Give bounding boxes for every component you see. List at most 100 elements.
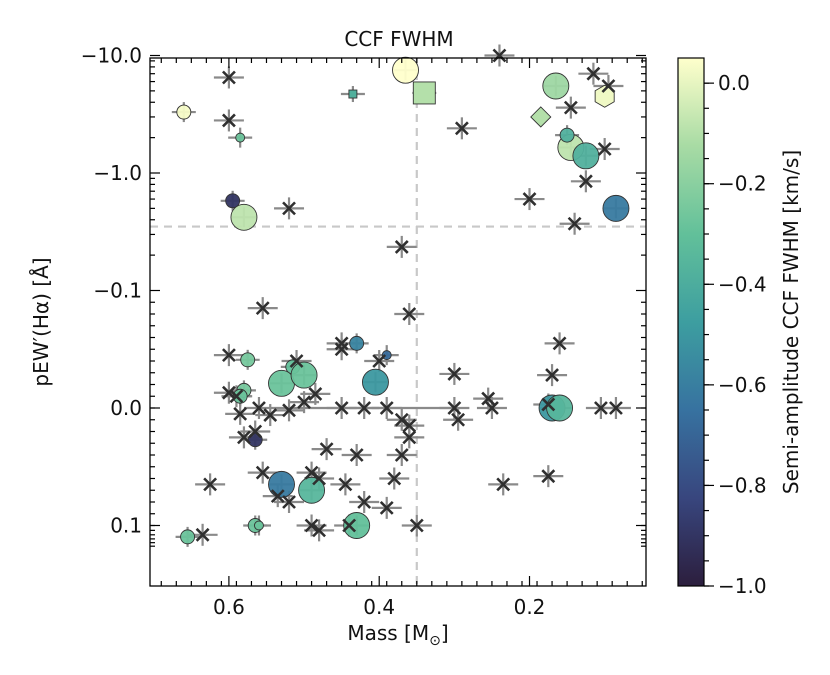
y-axis-label: pEW′(Hα) [Å]: [29, 257, 53, 386]
data-point-cross: [203, 477, 218, 492]
data-point-cross: [282, 201, 296, 216]
colorbar-label: Semi-amplitude CCF FWHM [km/s]: [779, 150, 803, 494]
x-axis-label: Mass [M⊙]: [347, 621, 448, 649]
data-point-circle: [225, 193, 241, 209]
y-tick-label: −10.0: [81, 44, 142, 68]
data-point-cross: [394, 239, 409, 254]
data-point-cross: [270, 489, 285, 504]
data-point-cross: [195, 527, 210, 542]
data-point-cross: [447, 401, 462, 415]
y-tick-label: −1.0: [93, 161, 142, 185]
data-point-cross: [312, 471, 327, 486]
data-point-cross: [447, 367, 462, 381]
data-point-cross: [229, 389, 244, 404]
data-point-cross: [402, 307, 417, 321]
data-point-cross: [304, 518, 319, 533]
data-markers: [176, 48, 630, 545]
data-point-cross: [334, 336, 349, 351]
data-point-cross: [289, 354, 304, 368]
x-tick-label: 0.4: [363, 595, 395, 619]
data-point-circle: [235, 132, 246, 143]
data-point-cross: [522, 192, 537, 206]
data-point-circle: [392, 56, 419, 84]
colorbar-tick-label: −1.0: [718, 574, 767, 598]
data-point-cross: [308, 386, 323, 401]
data-point-cross: [221, 70, 236, 85]
data-point-cross: [593, 401, 608, 415]
data-point-cross: [357, 401, 372, 415]
data-point-circle: [240, 352, 256, 368]
data-point-circle: [559, 127, 575, 143]
data-point-cross: [255, 465, 270, 480]
y-tick-label: 0.1: [110, 514, 142, 538]
data-point-circle: [290, 361, 318, 389]
plot-area: [149, 57, 647, 587]
x-tick-label: 0.6: [213, 595, 245, 619]
data-point-cross: [252, 401, 266, 415]
data-point-cross: [545, 368, 559, 383]
chart-title: CCF FWHM: [344, 27, 453, 51]
data-point-cross: [334, 401, 349, 415]
y-axis: −10.0 −1.0 −0.1 0.0 0.1: [81, 44, 646, 547]
data-point-cross: [387, 471, 402, 486]
data-point-cross: [233, 406, 248, 421]
reference-lines: [150, 58, 646, 586]
data-point-circle: [176, 104, 192, 120]
data-point-circle: [268, 369, 295, 397]
data-point-circle: [343, 512, 371, 539]
data-point-cross: [349, 448, 364, 462]
data-point-cross: [297, 395, 311, 410]
x-axis: 0.6 0.4 0.2: [160, 58, 643, 619]
data-point-cross: [586, 66, 601, 81]
data-point-circle: [268, 470, 295, 498]
data-point-cross: [567, 216, 582, 231]
colorbar-tick-label: −0.2: [718, 172, 767, 196]
data-point-cross: [402, 430, 417, 445]
data-point-cross: [578, 174, 593, 189]
data-point-cross: [541, 397, 556, 412]
data-point-cross: [496, 477, 511, 492]
data-point-cross: [334, 342, 349, 357]
data-point-cross: [451, 412, 466, 427]
data-point-cross: [342, 518, 357, 533]
data-point-cross: [552, 336, 567, 351]
data-point-circle: [572, 142, 600, 170]
data-point-circle: [542, 72, 570, 100]
data-point-circle: [180, 529, 196, 545]
data-point-cross: [282, 403, 296, 418]
y-tick-label: −0.1: [93, 279, 142, 303]
colorbar-tick-label: −0.4: [718, 272, 767, 296]
colorbar-tick-label: 0.0: [718, 71, 750, 95]
y-tick-label: 0.0: [110, 396, 142, 420]
data-point-cross: [379, 500, 394, 515]
colorbar-ticks: 0.0 −0.2 −0.4 −0.6 −0.8 −1.0: [704, 71, 767, 598]
data-point-cross: [338, 477, 353, 492]
colorbar: [677, 57, 705, 587]
data-point-cross: [221, 113, 236, 128]
data-point-cross: [248, 424, 263, 439]
data-point-cross: [409, 518, 424, 533]
data-point-cross: [601, 79, 616, 93]
data-point-cross: [221, 348, 236, 363]
data-point-cross: [282, 495, 296, 509]
data-point-cross: [263, 408, 278, 422]
data-point-cross: [541, 469, 556, 484]
data-point-cross: [379, 401, 394, 415]
colorbar-tick-label: −0.8: [718, 473, 767, 497]
data-point-circle: [254, 520, 264, 531]
colorbar-tick-label: −0.6: [718, 373, 767, 397]
data-point-cross: [255, 301, 270, 316]
data-point-cross: [372, 354, 387, 368]
data-point-diamond: [530, 106, 552, 128]
data-point-square: [348, 89, 358, 99]
data-point-circle: [362, 368, 389, 396]
data-point-cross: [221, 385, 236, 400]
data-point-circle: [602, 194, 630, 222]
data-point-square: [412, 81, 436, 105]
data-point-cross: [609, 401, 623, 415]
data-point-circle: [349, 335, 365, 351]
data-point-cross: [357, 495, 372, 509]
data-point-cross: [563, 100, 578, 115]
data-point-cross: [481, 391, 496, 406]
